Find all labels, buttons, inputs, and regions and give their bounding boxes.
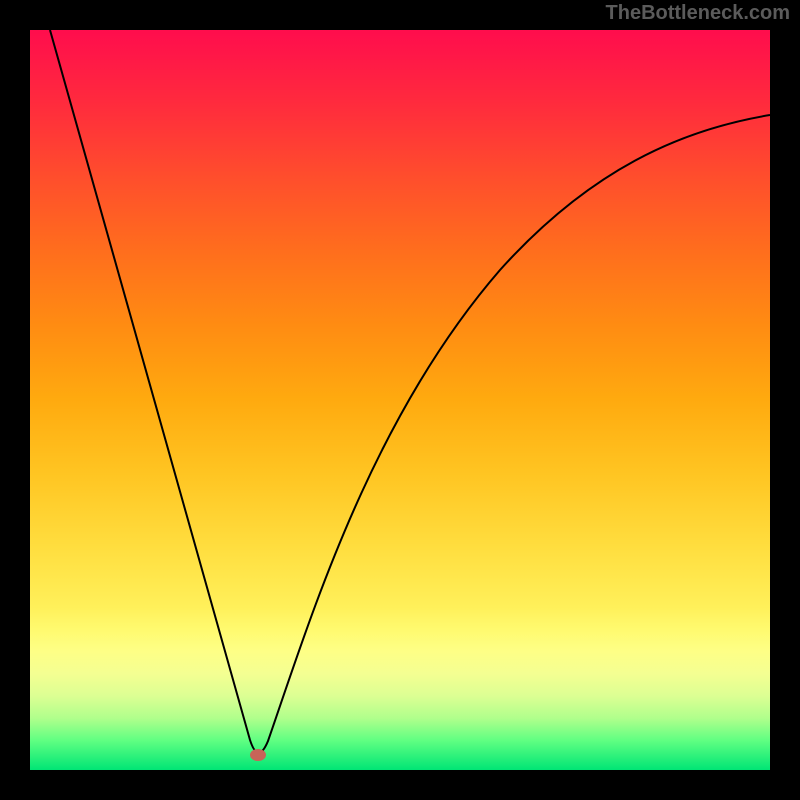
plot-background xyxy=(30,30,770,770)
bottleneck-chart: TheBottleneck.com xyxy=(0,0,800,800)
watermark-text: TheBottleneck.com xyxy=(606,2,790,25)
optimum-marker xyxy=(250,749,266,761)
chart-svg xyxy=(0,0,800,800)
